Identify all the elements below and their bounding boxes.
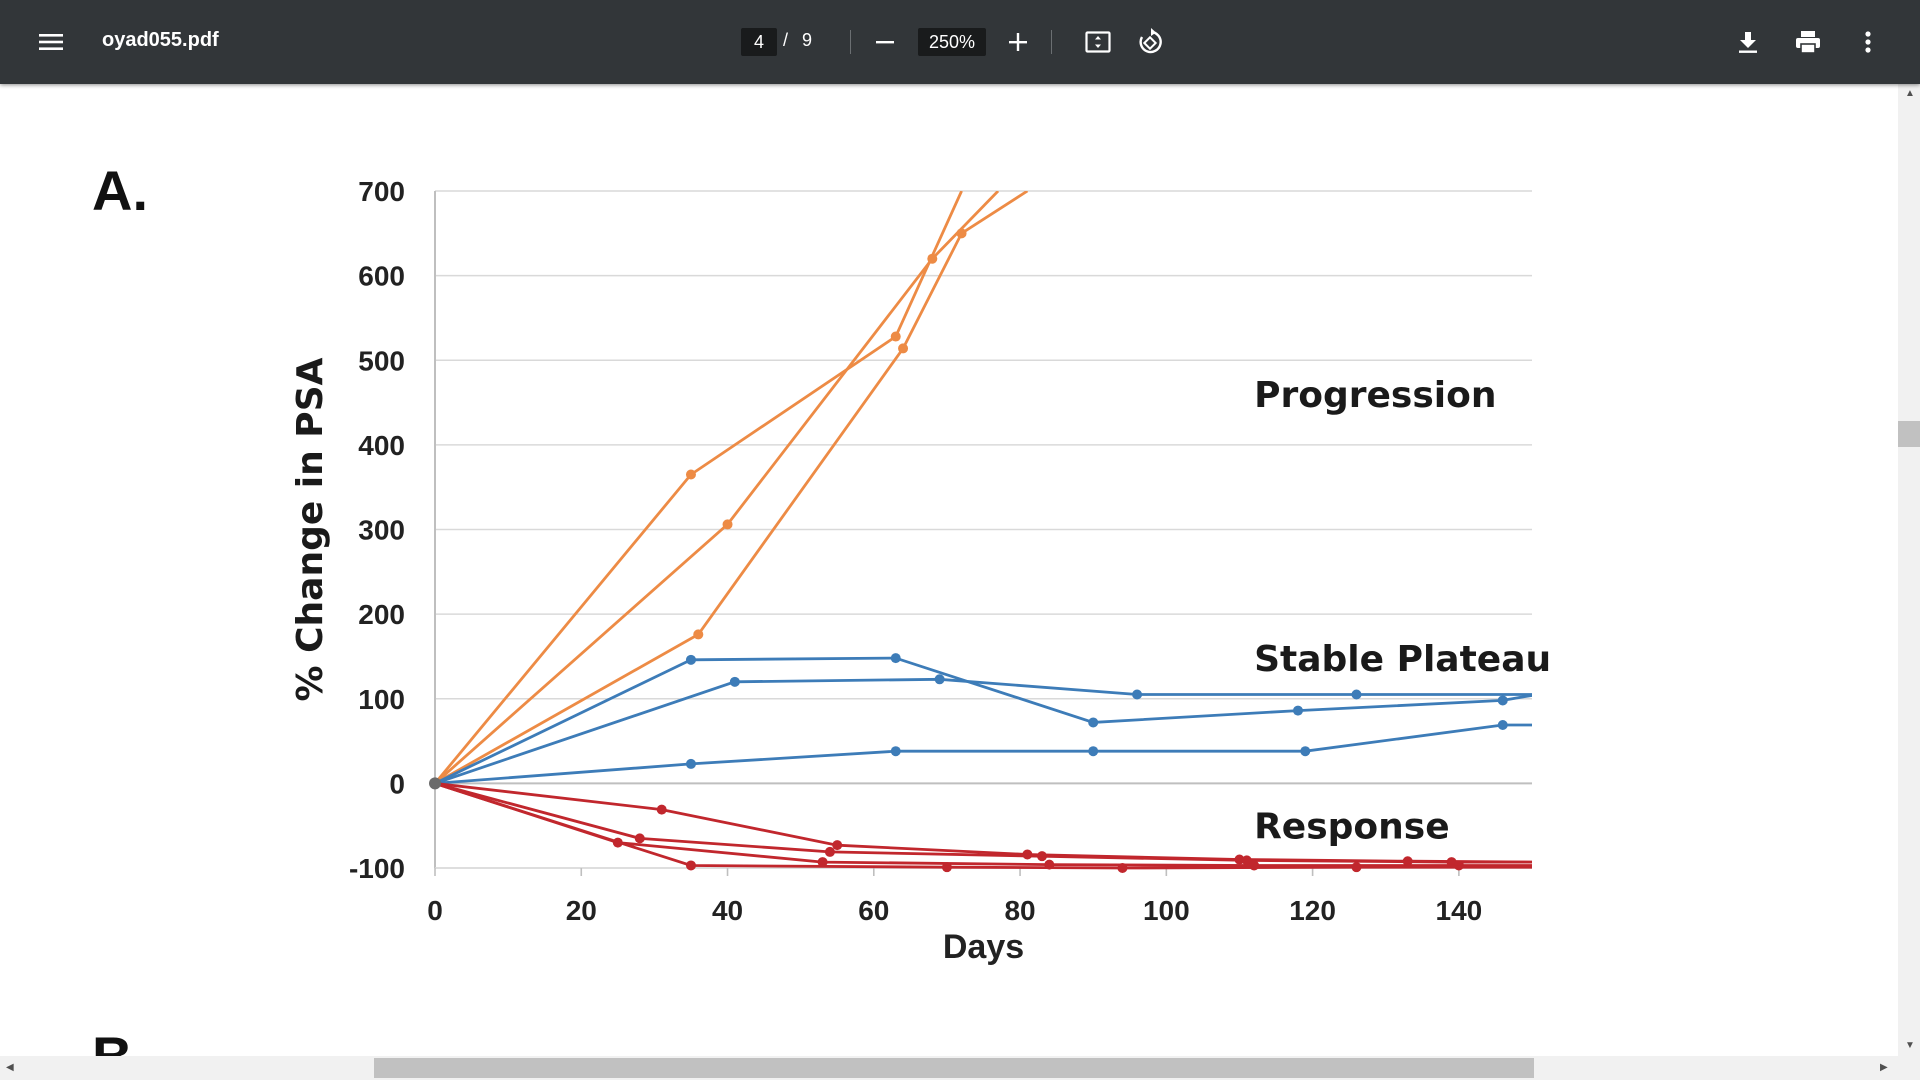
psa-line-chart: -100 0 100 200 300 400 500 600 700 0 20 40 60 80 100 12… <box>290 176 1551 966</box>
figure-label: A. <box>92 159 148 222</box>
data-point-progression <box>693 629 704 640</box>
data-point-response <box>1351 862 1362 873</box>
scroll-up-icon[interactable]: ▲ <box>1905 88 1915 99</box>
scroll-left-icon[interactable]: ◀ <box>6 1062 14 1073</box>
data-point-response <box>1117 863 1128 873</box>
hamburger-menu-icon[interactable] <box>31 22 71 62</box>
y-tick-label: -100 <box>349 853 405 884</box>
data-point-response <box>1037 851 1048 862</box>
page-number-input[interactable]: 4 <box>741 28 777 56</box>
series-line-progression <box>434 191 1029 785</box>
print-icon[interactable] <box>1788 22 1828 62</box>
pdf-toolbar: oyad055.pdf 4 / 9 250% <box>0 0 1920 84</box>
data-point-stable <box>890 653 901 664</box>
toolbar-divider <box>1051 30 1052 54</box>
x-tick-label: 40 <box>712 895 743 926</box>
data-point-stable <box>1497 695 1508 706</box>
data-point-progression <box>927 253 938 264</box>
zoom-level-input[interactable]: 250% <box>918 28 986 56</box>
data-point-response <box>1453 860 1464 871</box>
data-point-stable <box>1351 689 1362 700</box>
data-point-response <box>634 833 645 844</box>
data-point-progression <box>685 469 696 480</box>
y-tick-label: 700 <box>358 176 405 207</box>
page-total: 9 <box>802 30 813 50</box>
x-tick-label: 80 <box>1004 895 1035 926</box>
x-tick-label: 0 <box>427 895 443 926</box>
series-group <box>433 191 1532 873</box>
annotation-progression: Progression <box>1254 375 1496 416</box>
file-title: oyad055.pdf <box>102 29 219 51</box>
y-tick-label: 100 <box>358 684 405 715</box>
annotation-stable-plateau: Stable Plateau <box>1254 639 1551 680</box>
data-point-response <box>832 840 843 851</box>
minus-icon[interactable] <box>865 22 905 62</box>
plus-icon[interactable] <box>998 22 1038 62</box>
data-point-progression <box>898 343 909 354</box>
data-point-stable <box>1132 689 1143 700</box>
data-point-stable <box>934 674 945 685</box>
page-separator: / <box>783 30 789 50</box>
horizontal-scroll-thumb[interactable] <box>374 1058 1534 1078</box>
data-point-response <box>817 857 828 868</box>
vertical-scrollbar[interactable] <box>1898 84 1920 1056</box>
y-tick-label: 600 <box>358 261 405 292</box>
data-point-stable <box>685 654 696 665</box>
x-tick-label: 120 <box>1289 895 1336 926</box>
y-tick-label: 0 <box>389 768 405 799</box>
data-point-response <box>656 804 667 815</box>
pdf-viewer-page[interactable]: A. -100 0 100 200 300 400 500 600 700 0 20 40 60 80 10… <box>0 84 1898 1056</box>
x-axis-title: Days <box>943 928 1024 966</box>
toolbar-divider <box>850 30 851 54</box>
y-axis-title: % Change in PSA <box>290 357 331 701</box>
data-point-stable <box>1088 717 1099 728</box>
data-point-progression <box>956 228 967 239</box>
data-point-stable <box>1497 719 1508 730</box>
y-tick-label: 500 <box>358 345 405 376</box>
x-tick-label: 140 <box>1436 895 1483 926</box>
x-tick-label: 60 <box>858 895 889 926</box>
y-tick-label: 300 <box>358 515 405 546</box>
y-tick-label: 200 <box>358 599 405 630</box>
data-point-response <box>941 862 952 873</box>
data-point-response <box>824 846 835 857</box>
data-point-stable <box>890 746 901 757</box>
x-tick-label: 100 <box>1143 895 1190 926</box>
y-tick-label: 400 <box>358 430 405 461</box>
data-point-stable <box>1292 705 1303 716</box>
data-point-progression <box>890 331 901 342</box>
data-point-stable <box>729 676 740 687</box>
scroll-down-icon[interactable]: ▼ <box>1905 1040 1915 1051</box>
series-line-progression <box>434 191 1000 785</box>
origin-point <box>429 777 441 790</box>
more-vert-icon[interactable] <box>1848 22 1888 62</box>
rotate-icon[interactable] <box>1131 22 1171 62</box>
data-point-stable <box>1088 746 1099 757</box>
annotation-response: Response <box>1254 806 1450 847</box>
data-point-stable <box>1300 746 1311 757</box>
series-line-stable <box>434 677 1532 785</box>
vertical-scroll-thumb[interactable] <box>1898 421 1920 447</box>
download-icon[interactable] <box>1728 22 1768 62</box>
scroll-right-icon[interactable]: ▶ <box>1880 1062 1888 1073</box>
data-point-stable <box>685 758 696 769</box>
data-point-progression <box>722 519 733 530</box>
x-tick-label: 20 <box>566 895 597 926</box>
fit-to-page-icon[interactable] <box>1078 22 1118 62</box>
series-line-stable <box>434 723 1532 785</box>
data-point-response <box>1241 855 1252 866</box>
data-point-response <box>685 860 696 871</box>
figure-label-b: B <box>92 1024 132 1056</box>
series-line-response <box>434 782 1532 870</box>
